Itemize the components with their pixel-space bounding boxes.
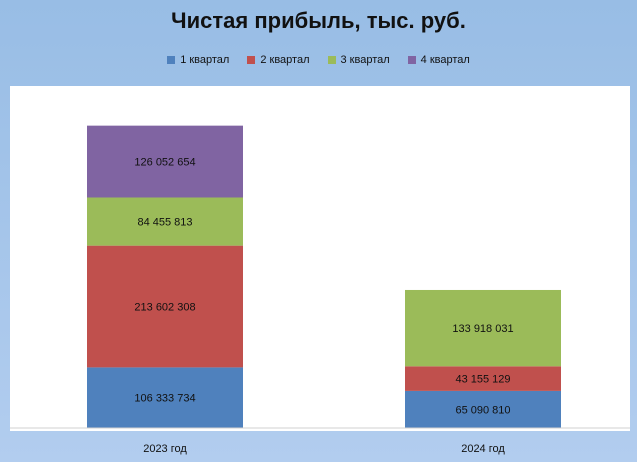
data-label-2-series-3: 133 918 031	[452, 323, 513, 335]
bar-1-series-3	[87, 197, 243, 246]
bar-2-series-2	[405, 366, 561, 391]
stacked-bar-chart: 106 333 734 213 602 308 84 455 813 126 052 …	[10, 125, 630, 429]
x-tick-label-1: 2023 год	[143, 443, 187, 455]
legend-swatch-q2	[247, 56, 256, 64]
legend-item-q1: 1 квартал	[167, 54, 229, 66]
chart-legend: 1 квартал 2 квартал 3 квартал 4 квартал	[0, 54, 637, 66]
x-tick-label-2: 2024 год	[461, 443, 505, 455]
plot-area: 106 333 734 213 602 308 84 455 813 126 052 …	[10, 86, 630, 431]
data-label-1-series-2: 213 602 308	[134, 302, 195, 314]
chart-title: Чистая прибыль, тыс. руб.	[171, 8, 466, 33]
legend-label-q2: 2 квартал	[260, 54, 310, 66]
data-label-2-series-2: 43 155 129	[455, 374, 510, 386]
legend-item-q2: 2 квартал	[247, 54, 310, 66]
bar-1-series-2	[87, 245, 243, 368]
legend-swatch-q4	[407, 56, 416, 64]
data-label-2-series-1: 65 090 810	[455, 404, 510, 416]
legend-item-q3: 3 квартал	[327, 54, 390, 66]
data-label-1-series-1: 106 333 734	[134, 393, 195, 405]
data-label-1-series-4: 126 052 654	[134, 157, 195, 169]
bar-1-series-1	[87, 367, 243, 428]
bar-2-series-3	[405, 289, 561, 367]
bar-1-series-4	[87, 125, 243, 198]
legend-swatch-q1	[167, 56, 176, 64]
legend-label-q4: 4 квартал	[420, 54, 470, 66]
legend-label-q1: 1 квартал	[180, 54, 230, 66]
legend-swatch-q3	[327, 56, 336, 64]
data-label-1-series-3: 84 455 813	[137, 217, 192, 229]
bar-2-series-1	[405, 390, 561, 428]
legend-label-q3: 3 квартал	[340, 54, 390, 66]
legend-item-q4: 4 квартал	[407, 54, 470, 66]
